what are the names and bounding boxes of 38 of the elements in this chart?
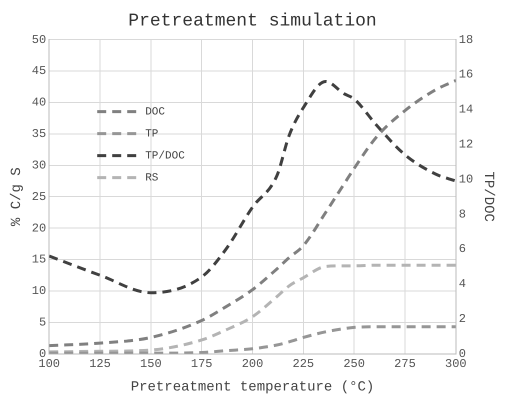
line-series [49, 80, 456, 294]
x-tick-label: 200 [242, 357, 264, 372]
chart-title: Pretreatment simulation [128, 12, 377, 32]
y-tick-label: 45 [32, 64, 46, 78]
y2-tick-label: 10 [458, 172, 474, 186]
y-tick-label: 5 [39, 316, 46, 330]
y2-tick-label: 16 [458, 68, 474, 82]
y2-tick-label: 14 [458, 102, 474, 117]
y-tick-label: 40 [32, 96, 46, 110]
x-tick-label: 175 [190, 357, 212, 372]
y-tick-label: 35 [32, 127, 46, 142]
x-tick-label: 250 [343, 357, 365, 372]
legend-label: TP/DOC [145, 150, 186, 163]
x-tick-label: 300 [444, 357, 467, 372]
y2-tick-label: 12 [458, 138, 474, 152]
y2-tick-label: 6 [458, 242, 466, 256]
x-tick-label: 225 [292, 357, 314, 372]
y-tick-label: 15 [32, 252, 46, 267]
x-tick-label: 275 [394, 357, 416, 372]
y2-tick-label: 8 [458, 207, 466, 222]
y-tick-label: 50 [32, 32, 46, 47]
x-tick-label: 100 [38, 357, 60, 372]
y-tick-label: 10 [32, 284, 46, 298]
x-tick-label: 125 [89, 357, 111, 372]
y-tick-label: 30 [32, 158, 46, 172]
y-axis-title: % C/g S [9, 167, 26, 226]
legend-label: TP [145, 128, 159, 141]
y2-tick-label: 4 [458, 277, 466, 292]
legend-label: DOC [145, 106, 166, 119]
x-tick-label: 150 [140, 357, 162, 372]
y2-tick-label: 18 [458, 32, 474, 47]
y-tick-label: 20 [32, 221, 46, 236]
y-tick-label: 25 [32, 190, 46, 204]
legend-label: RS [145, 172, 159, 185]
x-axis-title: Pretreatment temperature (°C) [130, 379, 374, 396]
y2-axis-title: TP/DOC [480, 171, 496, 222]
line-series [49, 78, 456, 348]
y2-tick-label: 2 [458, 312, 466, 326]
